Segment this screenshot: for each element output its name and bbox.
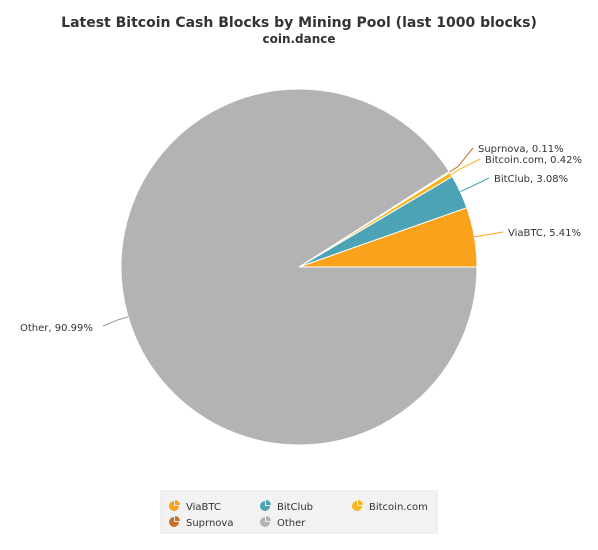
slice-label-suprnova: Suprnova, 0.11% bbox=[478, 144, 564, 155]
pie-icon-body bbox=[169, 517, 179, 527]
pie-icon-body bbox=[169, 501, 179, 511]
pie-icon-wedge bbox=[358, 500, 363, 505]
pie-icon bbox=[169, 500, 180, 511]
pie-icon-body bbox=[352, 501, 362, 511]
pie-icon-body bbox=[260, 517, 270, 527]
slice-label-viabtc: ViaBTC, 5.41% bbox=[508, 228, 581, 239]
pie-icon bbox=[169, 516, 180, 527]
legend-box bbox=[160, 490, 438, 534]
pie-slice-other[interactable] bbox=[120, 88, 478, 446]
legend-label: ViaBTC bbox=[186, 502, 221, 513]
connector-line bbox=[460, 177, 490, 193]
connector-line bbox=[450, 158, 481, 175]
connector-line bbox=[474, 231, 504, 238]
pie-icon bbox=[260, 500, 271, 511]
legend-item-suprnova[interactable]: Suprnova bbox=[169, 516, 233, 529]
pie-icon bbox=[352, 500, 363, 511]
legend-label: BitClub bbox=[277, 502, 313, 513]
slice-label-bitclub: BitClub, 3.08% bbox=[494, 174, 568, 185]
connector-line bbox=[449, 147, 474, 173]
legend-item-bitclub[interactable]: BitClub bbox=[260, 500, 313, 513]
label-connectors bbox=[102, 147, 504, 327]
pie-icon-body bbox=[260, 501, 270, 511]
legend: ViaBTC BitClub Bitcoin.com Suprnova Othe… bbox=[160, 490, 438, 534]
chart-subtitle: coin.dance bbox=[262, 32, 335, 46]
chart-title: Latest Bitcoin Cash Blocks by Mining Poo… bbox=[61, 15, 537, 31]
legend-label: Other bbox=[277, 518, 306, 529]
pie-icon-wedge bbox=[175, 500, 180, 505]
pie-icon-wedge bbox=[266, 516, 271, 521]
legend-item-other[interactable]: Other bbox=[260, 516, 306, 529]
pie-slices bbox=[120, 88, 478, 446]
legend-label: Suprnova bbox=[186, 518, 233, 529]
connector-line bbox=[102, 316, 129, 327]
slice-label-other: Other, 90.99% bbox=[20, 323, 93, 334]
pie-icon-wedge bbox=[175, 516, 180, 521]
legend-item-viabtc[interactable]: ViaBTC bbox=[169, 500, 221, 513]
pie-icon bbox=[260, 516, 271, 527]
legend-label: Bitcoin.com bbox=[369, 502, 428, 513]
legend-item-bitcoin-com[interactable]: Bitcoin.com bbox=[352, 500, 428, 513]
slice-labels: ViaBTC, 5.41% BitClub, 3.08% Bitcoin.com… bbox=[20, 144, 582, 334]
pie-icon-wedge bbox=[266, 500, 271, 505]
slice-label-bitcoin-com: Bitcoin.com, 0.42% bbox=[485, 155, 582, 166]
